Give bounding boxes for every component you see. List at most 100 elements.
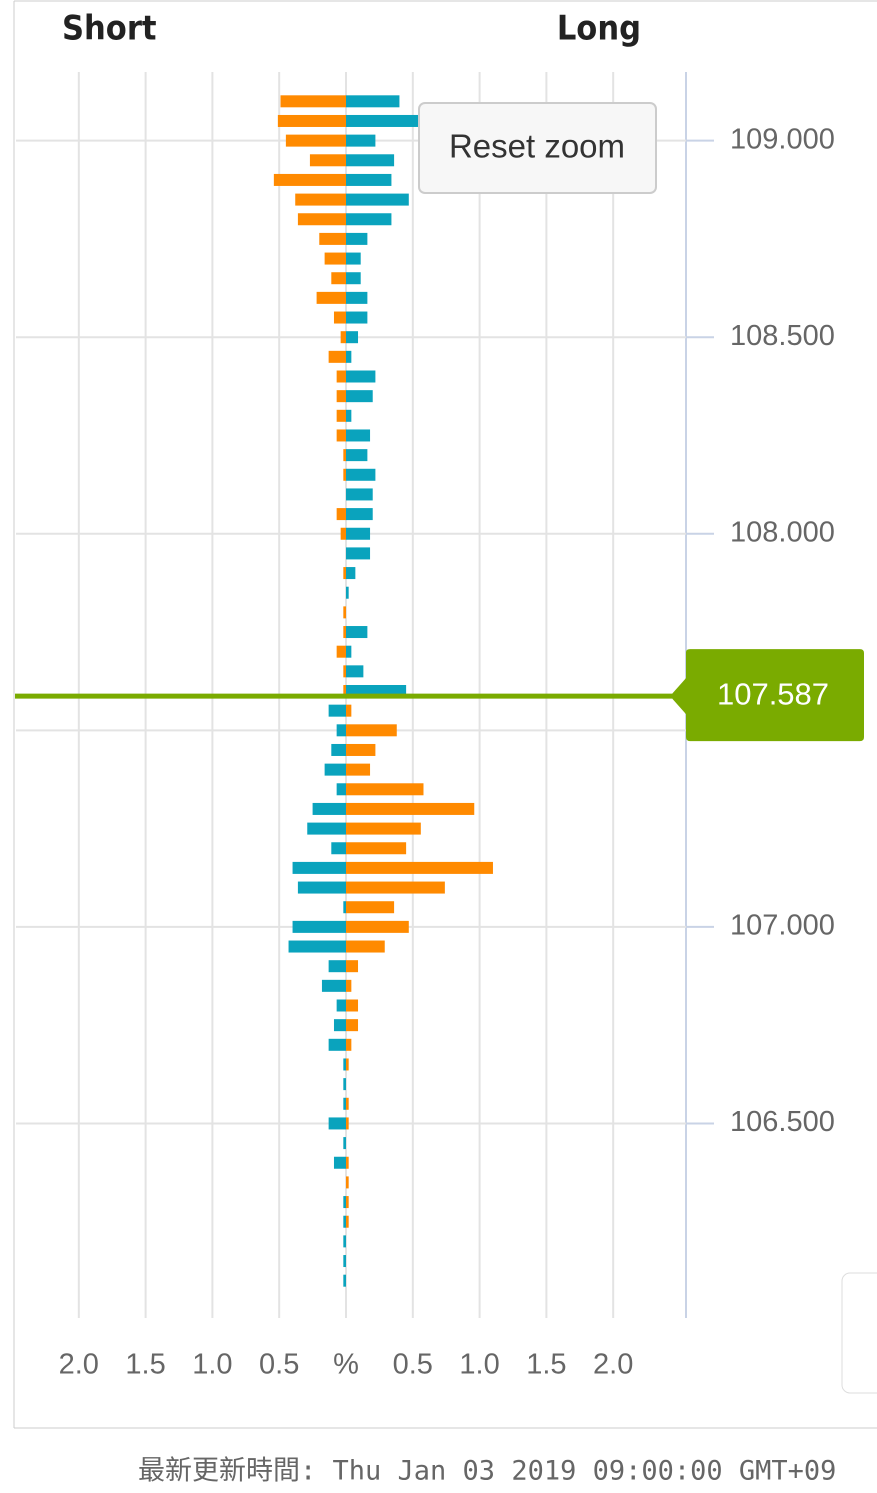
bar xyxy=(307,822,346,835)
bar xyxy=(324,252,346,265)
bar xyxy=(346,311,368,324)
bar xyxy=(346,763,371,776)
bar xyxy=(343,1058,346,1071)
y-tick-label: 109.000 xyxy=(730,123,835,155)
bar xyxy=(346,291,368,304)
bar xyxy=(295,193,346,206)
bar xyxy=(336,999,346,1012)
bar xyxy=(336,508,346,521)
bar xyxy=(328,704,346,717)
bar xyxy=(331,842,346,855)
bar xyxy=(346,626,368,639)
button-bg[interactable] xyxy=(418,102,657,194)
bar xyxy=(343,567,346,580)
bar xyxy=(340,331,346,344)
bar xyxy=(346,547,371,560)
bar xyxy=(346,704,352,717)
bar xyxy=(346,645,352,658)
x-tick-label: 1.5 xyxy=(526,1349,566,1381)
bar xyxy=(328,350,346,363)
bar xyxy=(309,154,346,167)
bar xyxy=(346,724,397,737)
bar xyxy=(346,665,364,678)
bar xyxy=(346,370,376,383)
reset-zoom-button[interactable]: Reset zoom xyxy=(418,102,657,194)
bar xyxy=(316,291,346,304)
bar xyxy=(333,1019,346,1032)
bar xyxy=(346,508,373,521)
bar xyxy=(343,1137,346,1150)
button-label[interactable]: Reset zoom xyxy=(449,128,625,165)
x-tick-label: 1.0 xyxy=(459,1349,499,1381)
bar xyxy=(297,213,346,226)
bar xyxy=(346,449,368,462)
bar xyxy=(343,685,346,697)
bar xyxy=(333,311,346,324)
bar xyxy=(346,272,361,285)
x-tick-label: 0.5 xyxy=(259,1349,299,1381)
bar xyxy=(324,763,346,776)
bar xyxy=(343,1078,346,1091)
bar xyxy=(346,1215,349,1228)
bar xyxy=(346,134,376,147)
bar xyxy=(343,626,346,639)
bar xyxy=(346,350,352,363)
x-tick-label: 2.0 xyxy=(59,1349,99,1381)
x-tick-label: % xyxy=(333,1349,359,1381)
bar xyxy=(346,783,424,796)
bar xyxy=(346,822,421,835)
bar xyxy=(273,173,346,186)
bar xyxy=(343,606,346,619)
short-label: Short xyxy=(62,9,157,49)
bar xyxy=(346,252,361,265)
bar xyxy=(336,409,346,422)
bar xyxy=(346,154,395,167)
bar xyxy=(331,272,346,285)
bar xyxy=(297,881,346,894)
x-tick-label: 1.5 xyxy=(125,1349,165,1381)
bar xyxy=(343,1235,346,1248)
bar xyxy=(346,979,352,992)
bar xyxy=(346,901,395,914)
bar xyxy=(346,213,392,226)
bar xyxy=(331,743,346,756)
bar xyxy=(346,468,376,481)
bar xyxy=(346,429,371,442)
bar xyxy=(321,979,346,992)
bar xyxy=(336,370,346,383)
footer: 最新更新時間: Thu Jan 03 2019 09:00:00 GMT+09 xyxy=(138,1456,836,1487)
bar xyxy=(346,743,376,756)
bar xyxy=(312,802,346,815)
y-tick-label: 106.500 xyxy=(730,1106,835,1138)
bar xyxy=(336,645,346,658)
bar xyxy=(328,960,346,973)
bar xyxy=(346,331,359,344)
side-tab xyxy=(841,1272,877,1394)
bar xyxy=(328,1038,346,1051)
x-tick-label: 0.5 xyxy=(393,1349,433,1381)
bar xyxy=(343,1097,346,1110)
bar xyxy=(346,409,352,422)
x-tick-label: 2.0 xyxy=(593,1349,633,1381)
bar xyxy=(346,95,400,108)
bar xyxy=(346,1019,359,1032)
bar xyxy=(346,881,445,894)
bar xyxy=(336,783,346,796)
bar xyxy=(277,114,346,127)
bar xyxy=(319,232,346,245)
x-tick-label: 1.0 xyxy=(192,1349,232,1381)
bar xyxy=(346,390,373,403)
bar xyxy=(346,488,373,501)
bar xyxy=(292,920,346,933)
bar xyxy=(346,1176,349,1189)
bar xyxy=(280,95,346,108)
bar xyxy=(346,920,409,933)
bar xyxy=(346,232,368,245)
current-price-label: 107.587 xyxy=(717,676,829,711)
y-tick-label: 108.000 xyxy=(730,516,835,548)
bar xyxy=(346,1058,349,1071)
bar xyxy=(346,567,356,580)
bar xyxy=(343,1274,346,1287)
bar xyxy=(346,1196,349,1209)
bar xyxy=(346,173,392,186)
